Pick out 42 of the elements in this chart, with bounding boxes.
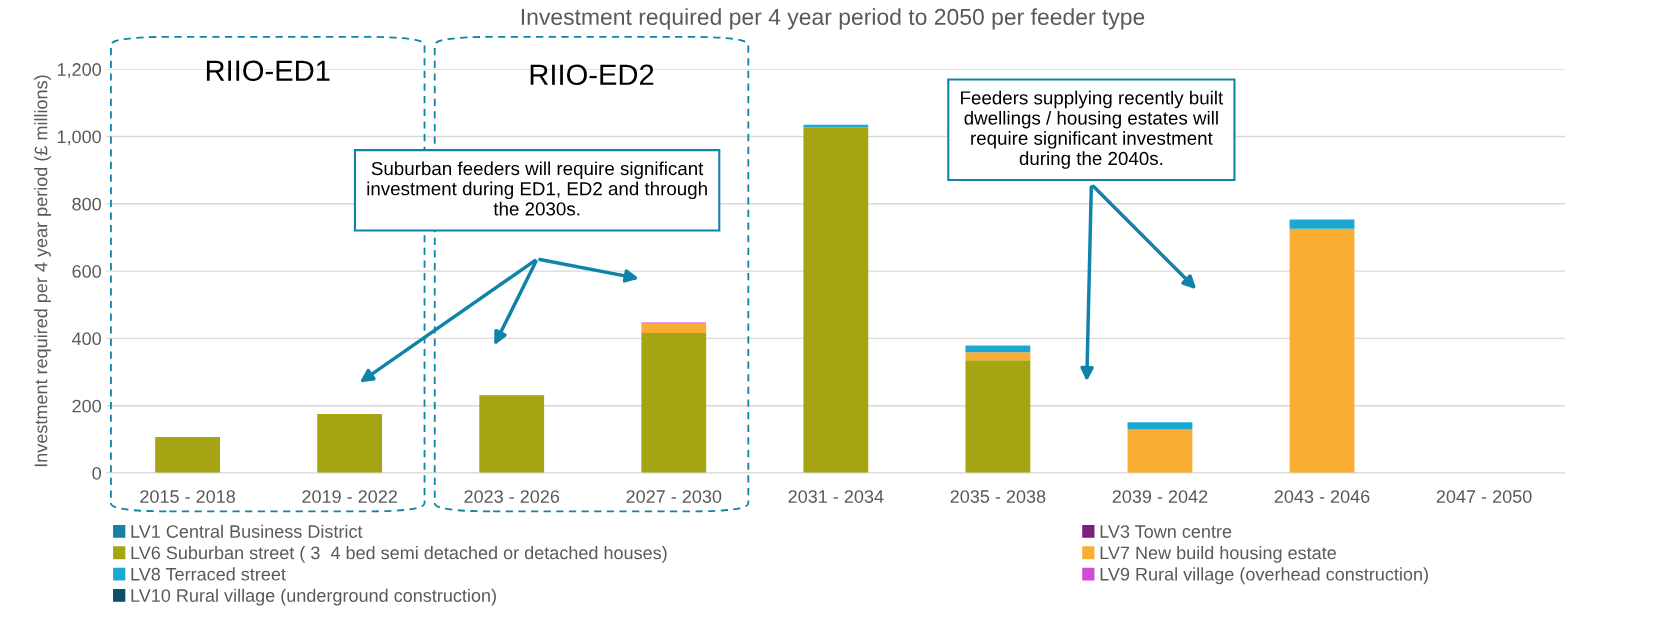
x-tick-label: 2015 - 2018 [140,490,235,503]
chart-title: Investment required per 4 year period to 2050 per feeder type [521,8,1145,30]
y-tick-label: 600 [72,265,101,278]
legend-label: LV6 Suburban street ( 3 4 bed semi detached or detached houses) [131,546,667,563]
bar [479,395,545,474]
bar [1289,228,1355,474]
annotation: RIIO-ED1 [206,60,330,82]
y-tick-label: 800 [72,197,101,211]
bar [965,360,1031,474]
y-tick-label: 1,200 [57,63,101,79]
legend-label: LV8 Terraced street [131,567,286,581]
y-tick-label: 200 [72,399,101,413]
annotation: Suburban feeders will require significant investment during ED1, ED2 and through the 2030s. [367,161,707,216]
bar [803,127,869,474]
x-tick-label: 2027 - 2030 [626,490,722,503]
annotation: Feeders supplying recently built dwellings / housing estates will require significant investment during the 2040s. [961,90,1224,169]
x-tick-label: 2019 - 2022 [302,490,397,503]
bar [641,323,707,334]
x-tick-label: 2043 - 2046 [1274,490,1370,503]
bar [965,352,1031,361]
y-axis-title: Investment required per 4 year period (£ millions) [34,75,51,467]
legend-label: LV3 Town centre [1100,525,1232,538]
y-tick-label: 400 [71,332,101,346]
legend-label: LV10 Rural village (underground construction) [131,588,496,606]
x-tick-label: 2023 - 2026 [464,490,560,503]
y-tick-label: 1,000 [57,130,101,146]
legend-label: LV9 Rural village (overhead construction) [1100,567,1428,585]
y-tick-label: 0 [92,466,101,480]
x-tick-label: 2047 - 2050 [1436,490,1532,503]
bar [965,345,1031,353]
annotation: RIIO-ED2 [530,64,654,86]
bar [641,333,707,474]
x-tick-label: 2035 - 2038 [950,490,1046,503]
bar [155,437,220,474]
x-tick-label: 2039 - 2042 [1112,490,1208,503]
legend-label: LV7 New build housing estate [1100,546,1336,563]
bar [317,414,383,474]
x-tick-label: 2031 - 2034 [788,490,884,503]
bar [1127,429,1193,474]
bar [1289,219,1355,229]
legend-label: LV1 Central Business District [131,524,363,538]
bar [1127,422,1193,430]
